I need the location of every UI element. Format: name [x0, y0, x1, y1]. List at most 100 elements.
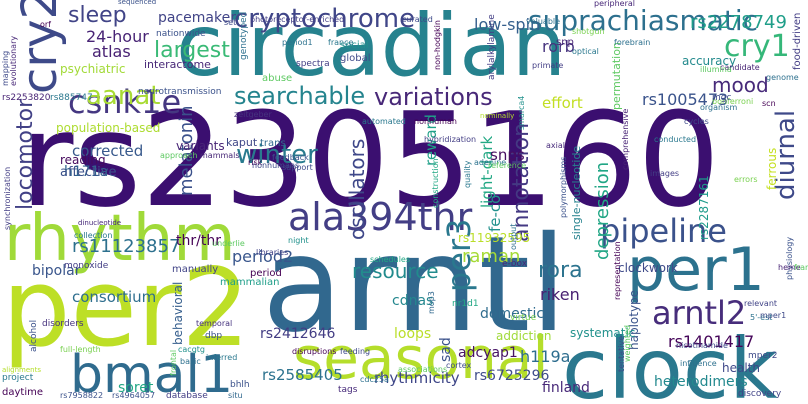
- word: snp: [556, 37, 574, 48]
- word: mper2: [748, 351, 777, 361]
- word: primate: [532, 61, 563, 70]
- word: output: [509, 224, 518, 250]
- word: addiction: [496, 329, 552, 343]
- word: nominally: [480, 112, 514, 120]
- word: melatonin: [176, 105, 197, 196]
- word: relevant: [744, 299, 777, 308]
- word: representation: [613, 241, 622, 300]
- word: bmal1: [70, 345, 233, 404]
- word: adenine: [474, 158, 506, 167]
- word: feedback: [272, 153, 309, 162]
- word: schedules: [370, 255, 410, 264]
- word: set: [224, 18, 236, 27]
- word: illumina: [700, 65, 732, 74]
- word: conducted: [654, 135, 696, 144]
- word: rs6725296: [474, 368, 549, 384]
- word: nonhumans: [252, 161, 299, 170]
- word: frontal: [169, 350, 178, 376]
- word: valuable: [526, 17, 560, 26]
- word: database: [166, 391, 208, 401]
- word: mammalian: [220, 277, 280, 288]
- word: disruptions: [292, 347, 336, 356]
- word: rs2287161: [697, 175, 711, 240]
- word: clockwork: [618, 261, 678, 275]
- word: france: [328, 38, 353, 47]
- word: dbp: [205, 331, 222, 341]
- word: low-spin: [474, 15, 540, 34]
- word: cry2: [12, 0, 68, 94]
- word: cycles: [684, 117, 709, 126]
- word: largest: [154, 38, 230, 63]
- word: mgc: [712, 93, 731, 103]
- word: alignments: [2, 366, 41, 374]
- word: heme: [778, 263, 801, 272]
- word: accuracy: [682, 54, 736, 68]
- word: food-driven: [792, 13, 803, 70]
- word: bipolar: [32, 263, 81, 279]
- word: arntl2: [652, 294, 746, 332]
- word: e-box: [502, 259, 528, 269]
- word: rs2412646: [260, 326, 335, 342]
- word: rs11123857: [72, 236, 180, 257]
- word: inferred: [206, 353, 237, 362]
- word: associations: [398, 365, 447, 374]
- word: permutation: [610, 42, 623, 110]
- word: kaput: [226, 136, 258, 149]
- word: abuse: [262, 73, 292, 84]
- word: suprachiasmatic: [528, 4, 758, 37]
- word: thr/thr: [176, 233, 221, 249]
- word: daytime: [2, 387, 43, 398]
- word: rhythm: [4, 202, 236, 276]
- word: mper1: [760, 311, 786, 320]
- word: monoxide: [64, 261, 109, 271]
- word: support: [282, 163, 313, 172]
- word: corrected: [72, 142, 143, 160]
- word: rs2253820: [2, 93, 51, 103]
- word: quality: [463, 160, 472, 188]
- word: haplotype: [627, 290, 641, 350]
- word: project: [2, 373, 34, 383]
- word: virtue: [510, 313, 537, 323]
- word: neurotransmission: [138, 87, 221, 97]
- word: h171a: [64, 164, 108, 180]
- word: pacemaker: [158, 10, 236, 26]
- word: images: [650, 169, 679, 178]
- word: cdnas: [392, 293, 433, 309]
- word: per1: [627, 235, 765, 305]
- word: bonferroni: [712, 97, 753, 106]
- word: feeding: [340, 347, 370, 356]
- word: sad: [438, 337, 454, 362]
- word: pipeline: [600, 212, 727, 250]
- word: rs885747: [50, 93, 93, 103]
- word: light-dark: [478, 135, 496, 208]
- word: domestic: [480, 306, 544, 322]
- word: cdc25a: [360, 375, 389, 384]
- word: shotgun: [572, 27, 605, 36]
- word: adcyap1: [458, 345, 518, 361]
- word: tags: [338, 385, 358, 395]
- word: snps: [490, 146, 525, 164]
- word: effort: [542, 94, 583, 112]
- word: period2: [232, 247, 293, 266]
- word: organism: [700, 103, 737, 112]
- word: health: [722, 361, 760, 375]
- word: heterodimers: [654, 374, 748, 390]
- word: winter: [236, 140, 318, 170]
- word: nr1d1: [452, 299, 479, 309]
- word: approach: [160, 151, 197, 160]
- word: variants: [176, 139, 225, 153]
- word: hybridization: [424, 135, 476, 144]
- word: riken: [540, 285, 580, 304]
- word: seasonal: [293, 324, 549, 392]
- word: mammals: [200, 151, 240, 160]
- word: photoreceptor-enriched: [250, 15, 344, 24]
- word: basic: [180, 357, 201, 366]
- word: arylalkylamine: [487, 14, 497, 80]
- word: nonhuman: [414, 117, 457, 126]
- word: full-length: [60, 345, 101, 354]
- word: mood: [712, 73, 769, 97]
- word: interactome: [144, 58, 211, 71]
- word: risk: [248, 158, 263, 167]
- word: clock: [562, 320, 778, 404]
- word: cry1: [724, 29, 790, 64]
